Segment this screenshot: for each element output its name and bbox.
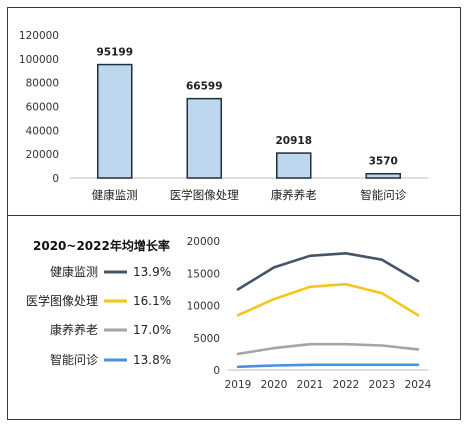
bar bbox=[276, 152, 312, 179]
bar-category-label: 健康监测 bbox=[92, 188, 138, 202]
bar bbox=[97, 63, 133, 179]
line-x-tick-label: 2020 bbox=[261, 379, 288, 391]
bar-category-label: 医学图像处理 bbox=[170, 188, 239, 202]
bar-category-label: 康养养老 bbox=[271, 188, 317, 202]
legend-growth-rate: 16.1% bbox=[133, 294, 171, 308]
line-x-tick-label: 2021 bbox=[297, 379, 324, 391]
line-x-tick-label: 2022 bbox=[333, 379, 360, 391]
series-line bbox=[236, 252, 420, 291]
legend-series-name: 健康监测 bbox=[50, 264, 98, 279]
bar-y-tick-label: 0 bbox=[52, 173, 59, 185]
bar-y-tick-label: 60000 bbox=[26, 102, 59, 114]
bar bbox=[365, 172, 401, 179]
bar-y-tick-label: 100000 bbox=[19, 54, 59, 66]
legend-growth-rate: 13.9% bbox=[133, 265, 171, 279]
bar-data-label: 66599 bbox=[186, 81, 223, 93]
bar-data-label: 3570 bbox=[369, 156, 398, 168]
line-y-tick-label: 15000 bbox=[187, 268, 220, 280]
chart-frame bbox=[7, 7, 461, 420]
line-y-tick-label: 0 bbox=[213, 365, 220, 377]
bar-y-tick-label: 40000 bbox=[26, 125, 59, 137]
series-line bbox=[236, 282, 420, 317]
bar-y-tick-label: 20000 bbox=[26, 149, 59, 161]
legend-series-name: 智能问诊 bbox=[50, 352, 98, 367]
bar bbox=[186, 97, 222, 179]
bar-y-tick-label: 80000 bbox=[26, 78, 59, 90]
line-x-tick-label: 2019 bbox=[225, 379, 252, 391]
line-y-tick-label: 5000 bbox=[193, 333, 220, 345]
bar-data-label: 95199 bbox=[96, 47, 133, 59]
panel-divider bbox=[7, 215, 461, 216]
legend-series-name: 康养养老 bbox=[50, 322, 98, 337]
line-x-tick-label: 2024 bbox=[405, 379, 432, 391]
legend-series-name: 医学图像处理 bbox=[26, 293, 98, 308]
legend-growth-rate: 17.0% bbox=[133, 323, 171, 337]
bar-data-label: 20918 bbox=[275, 135, 312, 147]
line-y-tick-label: 10000 bbox=[187, 301, 220, 313]
legend-title: 2020~2022年均增长率 bbox=[33, 238, 170, 253]
line-y-tick-label: 20000 bbox=[187, 236, 220, 248]
series-line bbox=[236, 342, 420, 356]
line-x-tick-label: 2023 bbox=[369, 379, 396, 391]
bar-y-tick-label: 120000 bbox=[19, 30, 59, 42]
bar-category-label: 智能问诊 bbox=[360, 188, 406, 202]
legend-growth-rate: 13.8% bbox=[133, 353, 171, 367]
series-line bbox=[236, 363, 420, 369]
